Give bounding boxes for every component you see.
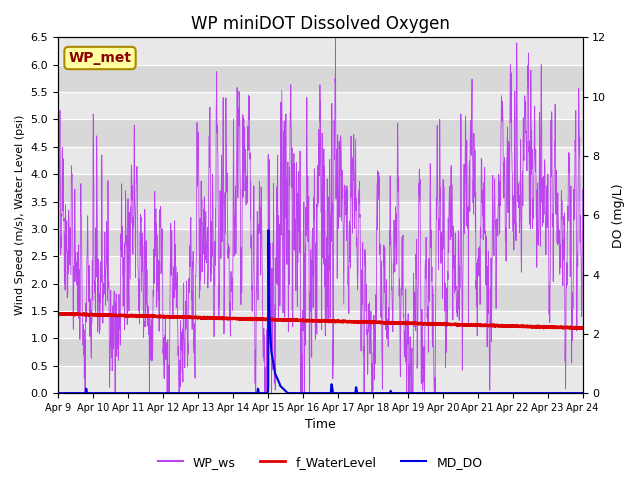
- Y-axis label: DO (mg/L): DO (mg/L): [612, 183, 625, 248]
- f_WaterLevel: [201, 315, 209, 321]
- Bar: [58, 256, 582, 284]
- Bar: [58, 202, 582, 229]
- MD_DO: [579, 390, 586, 396]
- WP_ws: [201, 280, 209, 286]
- MD_DO: [532, 390, 540, 396]
- WP_ws: [332, 35, 339, 40]
- MD_DO: [335, 390, 343, 396]
- Bar: [58, 366, 582, 393]
- MD_DO: [547, 390, 555, 396]
- Line: MD_DO: MD_DO: [58, 230, 582, 393]
- Bar: [58, 147, 582, 174]
- Bar: [58, 174, 582, 202]
- f_WaterLevel: [347, 319, 355, 324]
- f_WaterLevel: [547, 324, 555, 330]
- Bar: [58, 338, 582, 366]
- f_WaterLevel: [579, 326, 586, 332]
- WP_ws: [533, 264, 541, 270]
- f_WaterLevel: [54, 311, 62, 316]
- WP_ws: [81, 390, 89, 396]
- X-axis label: Time: Time: [305, 419, 336, 432]
- MD_DO: [264, 227, 272, 233]
- f_WaterLevel: [335, 318, 343, 324]
- Y-axis label: Wind Speed (m/s), Water Level (psi): Wind Speed (m/s), Water Level (psi): [15, 115, 25, 315]
- WP_ws: [54, 277, 62, 283]
- MD_DO: [200, 390, 208, 396]
- WP_ws: [579, 187, 586, 192]
- MD_DO: [473, 390, 481, 396]
- WP_ws: [547, 140, 555, 145]
- Bar: [58, 311, 582, 338]
- MD_DO: [54, 390, 62, 396]
- f_WaterLevel: [473, 322, 481, 328]
- MD_DO: [347, 390, 355, 396]
- Text: WP_met: WP_met: [68, 51, 131, 65]
- WP_ws: [336, 158, 344, 164]
- f_WaterLevel: [532, 324, 540, 330]
- Bar: [58, 92, 582, 120]
- f_WaterLevel: [54, 310, 62, 316]
- WP_ws: [348, 133, 355, 139]
- Legend: WP_ws, f_WaterLevel, MD_DO: WP_ws, f_WaterLevel, MD_DO: [152, 451, 488, 474]
- Bar: [58, 229, 582, 256]
- f_WaterLevel: [579, 325, 586, 331]
- Bar: [58, 284, 582, 311]
- Bar: [58, 120, 582, 147]
- Title: WP miniDOT Dissolved Oxygen: WP miniDOT Dissolved Oxygen: [191, 15, 450, 33]
- WP_ws: [473, 291, 481, 297]
- Bar: [58, 37, 582, 65]
- Line: f_WaterLevel: f_WaterLevel: [58, 313, 582, 329]
- Bar: [58, 65, 582, 92]
- Line: WP_ws: WP_ws: [58, 37, 582, 393]
